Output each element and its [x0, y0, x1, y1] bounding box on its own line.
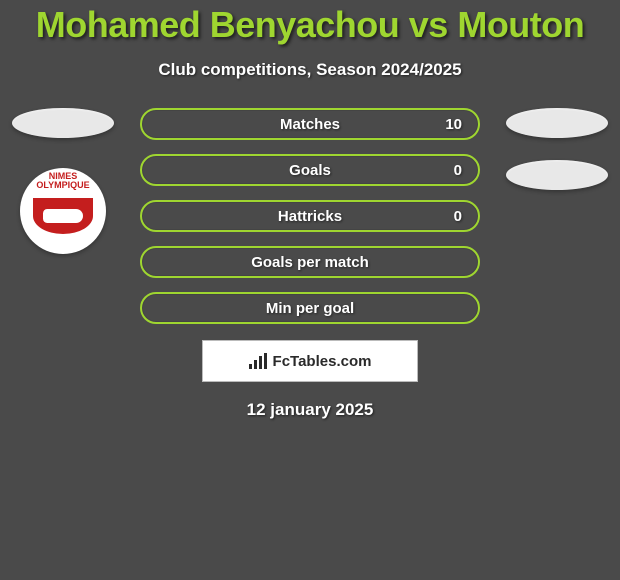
bar-label: Goals	[289, 162, 331, 179]
bar-label: Min per goal	[266, 300, 354, 317]
bar-label: Goals per match	[251, 254, 369, 271]
bar-value: 10	[445, 116, 462, 133]
bar-value: 0	[454, 162, 462, 179]
date-text: 12 january 2025	[0, 400, 620, 420]
bar-label: Hattricks	[278, 208, 342, 225]
content-row: NIMES OLYMPIQUE Matches 10 Goals 0 Hattr…	[0, 108, 620, 324]
player-left-ellipse	[12, 108, 114, 138]
bars-icon	[249, 353, 267, 369]
crocodile-icon	[43, 209, 83, 223]
bar-goals: Goals 0	[140, 154, 480, 186]
bar-value: 0	[454, 208, 462, 225]
bar-hattricks: Hattricks 0	[140, 200, 480, 232]
bar-label: Matches	[280, 116, 340, 133]
player-right-ellipse-2	[506, 160, 608, 190]
infographic-container: Mohamed Benyachou vs Mouton Club competi…	[0, 0, 620, 580]
bar-goals-per-match: Goals per match	[140, 246, 480, 278]
left-column: NIMES OLYMPIQUE	[8, 108, 118, 254]
right-column	[502, 108, 612, 190]
bar-matches: Matches 10	[140, 108, 480, 140]
player-right-ellipse-1	[506, 108, 608, 138]
stat-bars: Matches 10 Goals 0 Hattricks 0 Goals per…	[140, 108, 480, 324]
bar-min-per-goal: Min per goal	[140, 292, 480, 324]
club-badge-left: NIMES OLYMPIQUE	[20, 168, 106, 254]
subtitle: Club competitions, Season 2024/2025	[0, 60, 620, 80]
watermark-text: FcTables.com	[273, 353, 372, 370]
watermark: FcTables.com	[202, 340, 418, 382]
page-title: Mohamed Benyachou vs Mouton	[0, 4, 620, 46]
